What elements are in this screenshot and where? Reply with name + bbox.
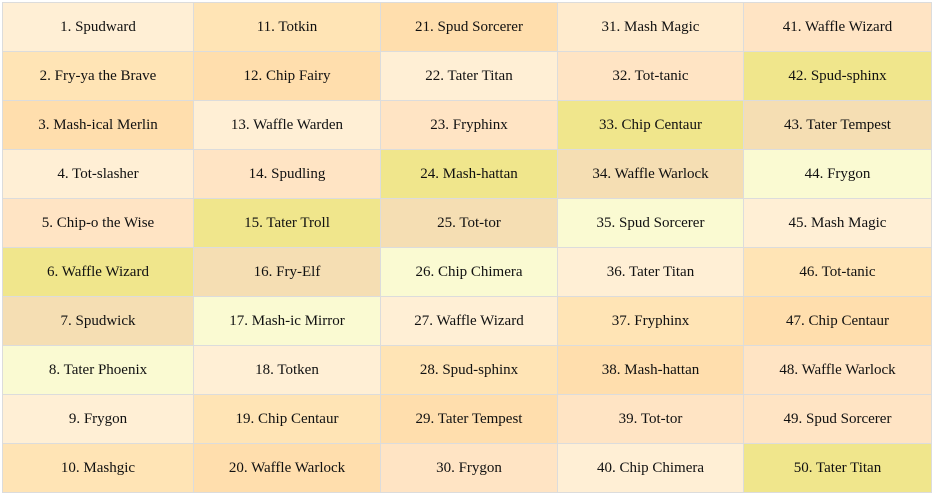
grid-cell: 37. Fryphinx <box>557 296 744 346</box>
grid-cell: 19. Chip Centaur <box>193 394 381 444</box>
grid-cell: 44. Frygon <box>743 149 932 199</box>
grid-cell: 34. Waffle Warlock <box>557 149 744 199</box>
grid-cell: 35. Spud Sorcerer <box>557 198 744 248</box>
grid-cell: 2. Fry-ya the Brave <box>2 51 194 101</box>
grid-row: 7. Spudwick 17. Mash-ic Mirror 27. Waffle … <box>2 296 932 346</box>
grid-cell: 48. Waffle Warlock <box>743 345 932 395</box>
grid-row: 4. Tot-slasher 14. Spudling 24. Mash-hatta… <box>2 149 932 199</box>
grid-row: 9. Frygon 19. Chip Centaur 29. Tater Tempe… <box>2 394 932 444</box>
grid-cell: 26. Chip Chimera <box>380 247 558 297</box>
grid-row: 6. Waffle Wizard 16. Fry-Elf 26. Chip Chim… <box>2 247 932 297</box>
grid-cell: 38. Mash-hattan <box>557 345 744 395</box>
grid-cell: 3. Mash-ical Merlin <box>2 100 194 150</box>
grid-cell: 7. Spudwick <box>2 296 194 346</box>
grid-cell: 25. Tot-tor <box>380 198 558 248</box>
grid-cell: 22. Tater Titan <box>380 51 558 101</box>
grid-row: 3. Mash-ical Merlin 13. Waffle Warden 23. … <box>2 100 932 150</box>
grid-cell: 12. Chip Fairy <box>193 51 381 101</box>
grid-cell: 27. Waffle Wizard <box>380 296 558 346</box>
grid-cell: 40. Chip Chimera <box>557 443 744 493</box>
grid-cell: 31. Mash Magic <box>557 2 744 52</box>
grid-cell: 14. Spudling <box>193 149 381 199</box>
grid-cell: 11. Totkin <box>193 2 381 52</box>
grid-cell: 13. Waffle Warden <box>193 100 381 150</box>
grid-cell: 21. Spud Sorcerer <box>380 2 558 52</box>
grid-row: 2. Fry-ya the Brave 12. Chip Fairy 22. Tat… <box>2 51 932 101</box>
grid-row: 5. Chip-o the Wise 15. Tater Troll 25. Tot… <box>2 198 932 248</box>
grid-cell: 49. Spud Sorcerer <box>743 394 932 444</box>
grid-cell: 45. Mash Magic <box>743 198 932 248</box>
grid-cell: 9. Frygon <box>2 394 194 444</box>
grid-cell: 32. Tot-tanic <box>557 51 744 101</box>
grid-cell: 23. Fryphinx <box>380 100 558 150</box>
grid-cell: 4. Tot-slasher <box>2 149 194 199</box>
grid-cell: 36. Tater Titan <box>557 247 744 297</box>
grid-cell: 10. Mashgic <box>2 443 194 493</box>
grid-cell: 5. Chip-o the Wise <box>2 198 194 248</box>
grid-cell: 30. Frygon <box>380 443 558 493</box>
grid-row: 10. Mashgic 20. Waffle Warlock 30. Frygon 4… <box>2 443 932 493</box>
grid-cell: 1. Spudward <box>2 2 194 52</box>
grid-cell: 8. Tater Phoenix <box>2 345 194 395</box>
grid-cell: 33. Chip Centaur <box>557 100 744 150</box>
grid-cell: 28. Spud-sphinx <box>380 345 558 395</box>
grid-cell: 17. Mash-ic Mirror <box>193 296 381 346</box>
grid-cell: 15. Tater Troll <box>193 198 381 248</box>
grid-cell: 50. Tater Titan <box>743 443 932 493</box>
grid-row: 1. Spudward 11. Totkin 21. Spud Sorcerer 31… <box>2 2 932 52</box>
grid-cell: 16. Fry-Elf <box>193 247 381 297</box>
grid-cell: 24. Mash-hattan <box>380 149 558 199</box>
grid-cell: 47. Chip Centaur <box>743 296 932 346</box>
grid-cell: 6. Waffle Wizard <box>2 247 194 297</box>
grid-cell: 42. Spud-sphinx <box>743 51 932 101</box>
grid-cell: 20. Waffle Warlock <box>193 443 381 493</box>
grid-row: 8. Tater Phoenix 18. Totken 28. Spud-sphin… <box>2 345 932 395</box>
grid-cell: 46. Tot-tanic <box>743 247 932 297</box>
grid-cell: 18. Totken <box>193 345 381 395</box>
grid-cell: 41. Waffle Wizard <box>743 2 932 52</box>
grid-cell: 39. Tot-tor <box>557 394 744 444</box>
grid-cell: 29. Tater Tempest <box>380 394 558 444</box>
grid-cell: 43. Tater Tempest <box>743 100 932 150</box>
